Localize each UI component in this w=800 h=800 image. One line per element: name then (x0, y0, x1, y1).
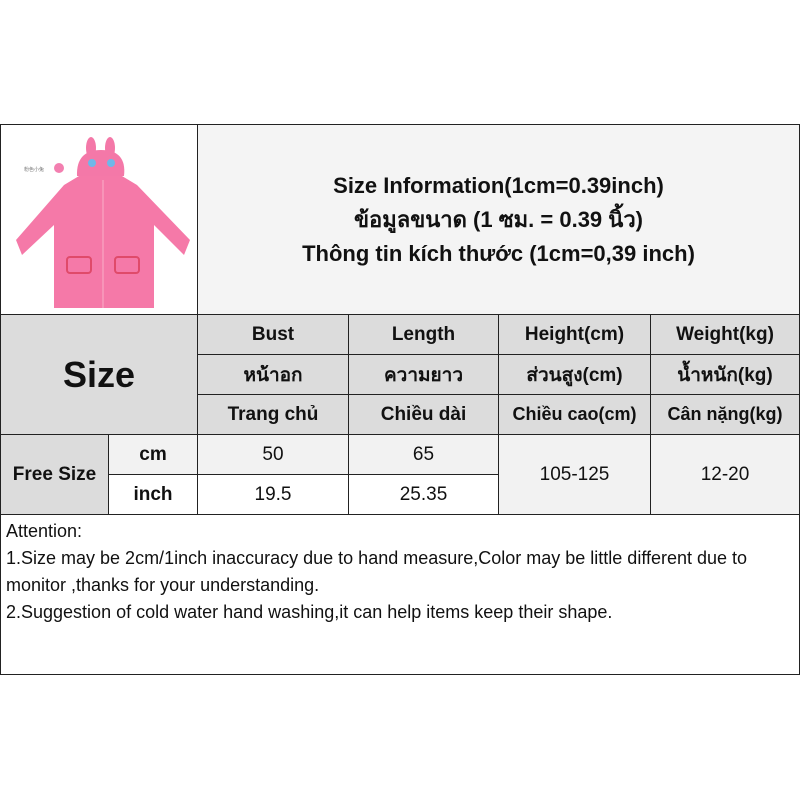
col-bust-en: Bust (197, 314, 349, 355)
col-length-en: Length (348, 314, 499, 355)
col-weight-en: Weight(kg) (650, 314, 800, 355)
weight-range: 12-20 (650, 434, 800, 515)
attention-note-2: 2.Suggestion of cold water hand washing,… (6, 602, 613, 622)
attention-notes: Attention: 1.Size may be 2cm/1inch inacc… (0, 514, 800, 675)
color-label: 粉色小兔 (24, 166, 44, 173)
attention-title: Attention: (6, 521, 83, 541)
col-height-vi: Chiều cao(cm) (498, 394, 651, 435)
col-height-en: Height(cm) (498, 314, 651, 355)
col-bust-th: หน้าอก (197, 354, 349, 395)
col-weight-th: น้ำหนัก(kg) (650, 354, 800, 395)
height-range: 105-125 (498, 434, 651, 515)
free-size-label: Free Size (0, 434, 109, 515)
col-height-th: ส่วนสูง(cm) (498, 354, 651, 395)
title-english: Size Information(1cm=0.39inch) (333, 172, 664, 198)
bust-cm: 50 (197, 434, 349, 475)
bust-inch: 19.5 (197, 474, 349, 515)
product-image-cell: 粉色小兔 (0, 124, 198, 315)
unit-cm: cm (108, 434, 198, 475)
title-vietnamese: Thông tin kích thước (1cm=0,39 inch) (302, 240, 695, 266)
attention-note-1: 1.Size may be 2cm/1inch inaccuracy due t… (6, 548, 748, 595)
unit-inch: inch (108, 474, 198, 515)
size-header: Size (0, 314, 198, 435)
col-length-th: ความยาว (348, 354, 499, 395)
col-length-vi: Chiều dài (348, 394, 499, 435)
length-cm: 65 (348, 434, 499, 475)
col-weight-vi: Cân nặng(kg) (650, 394, 800, 435)
length-inch: 25.35 (348, 474, 499, 515)
pink-bunny-raincoat-image: 粉色小兔 (16, 136, 190, 308)
title-thai: ข้อมูลขนาด (1 ซม. = 0.39 นิ้ว) (353, 206, 643, 232)
size-info-title: Size Information(1cm=0.39inch) ข้อมูลขนา… (197, 124, 800, 315)
col-bust-vi: Trang chủ (197, 394, 349, 435)
